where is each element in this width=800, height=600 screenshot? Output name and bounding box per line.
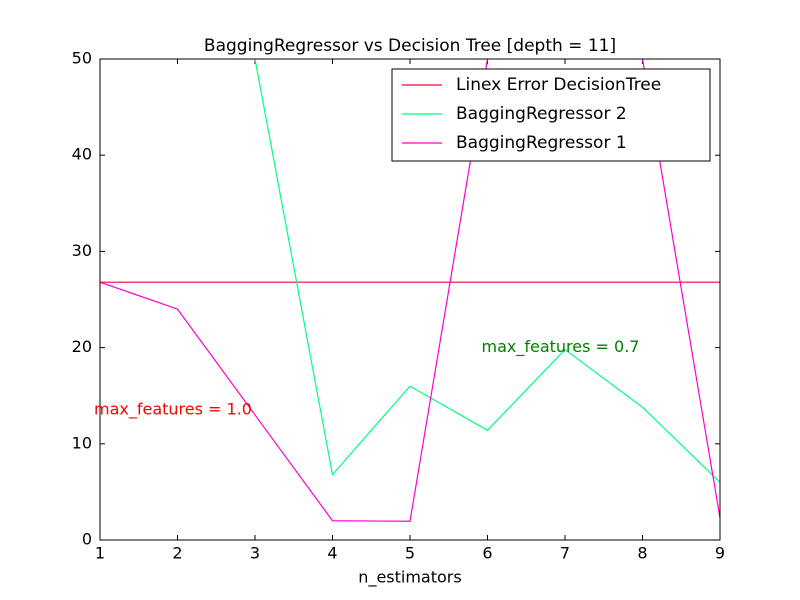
- legend-label: BaggingRegressor 2: [456, 104, 627, 124]
- annotation: max_features = 1.0: [94, 400, 252, 420]
- x-tick-label: 1: [95, 544, 105, 563]
- y-tick-label: 40: [72, 145, 92, 164]
- legend-box: [391, 68, 711, 162]
- y-tick-label: 0: [82, 530, 92, 549]
- chart-title: BaggingRegressor vs Decision Tree [depth…: [204, 36, 616, 56]
- x-tick-label: 6: [482, 544, 492, 563]
- y-tick-label: 20: [72, 337, 92, 356]
- x-tick-label: 2: [172, 544, 182, 563]
- y-tick-label: 30: [72, 241, 92, 260]
- plot-frame: [99, 58, 721, 541]
- series-line: [254, 59, 720, 483]
- x-tick-label: 5: [405, 544, 415, 563]
- x-tick-label: 3: [250, 544, 260, 563]
- x-tick-label: 8: [637, 544, 647, 563]
- legend-label: Linex Error DecisionTree: [456, 75, 661, 95]
- y-tick-label: 10: [72, 433, 92, 452]
- legend-label: BaggingRegressor 1: [456, 133, 627, 153]
- annotation: max_features = 0.7: [482, 337, 640, 357]
- x-tick-label: 4: [327, 544, 337, 563]
- x-tick-label: 7: [560, 544, 570, 563]
- y-tick-label: 50: [72, 49, 92, 68]
- x-tick-label: 9: [715, 544, 725, 563]
- x-axis-label: n_estimators: [358, 568, 461, 588]
